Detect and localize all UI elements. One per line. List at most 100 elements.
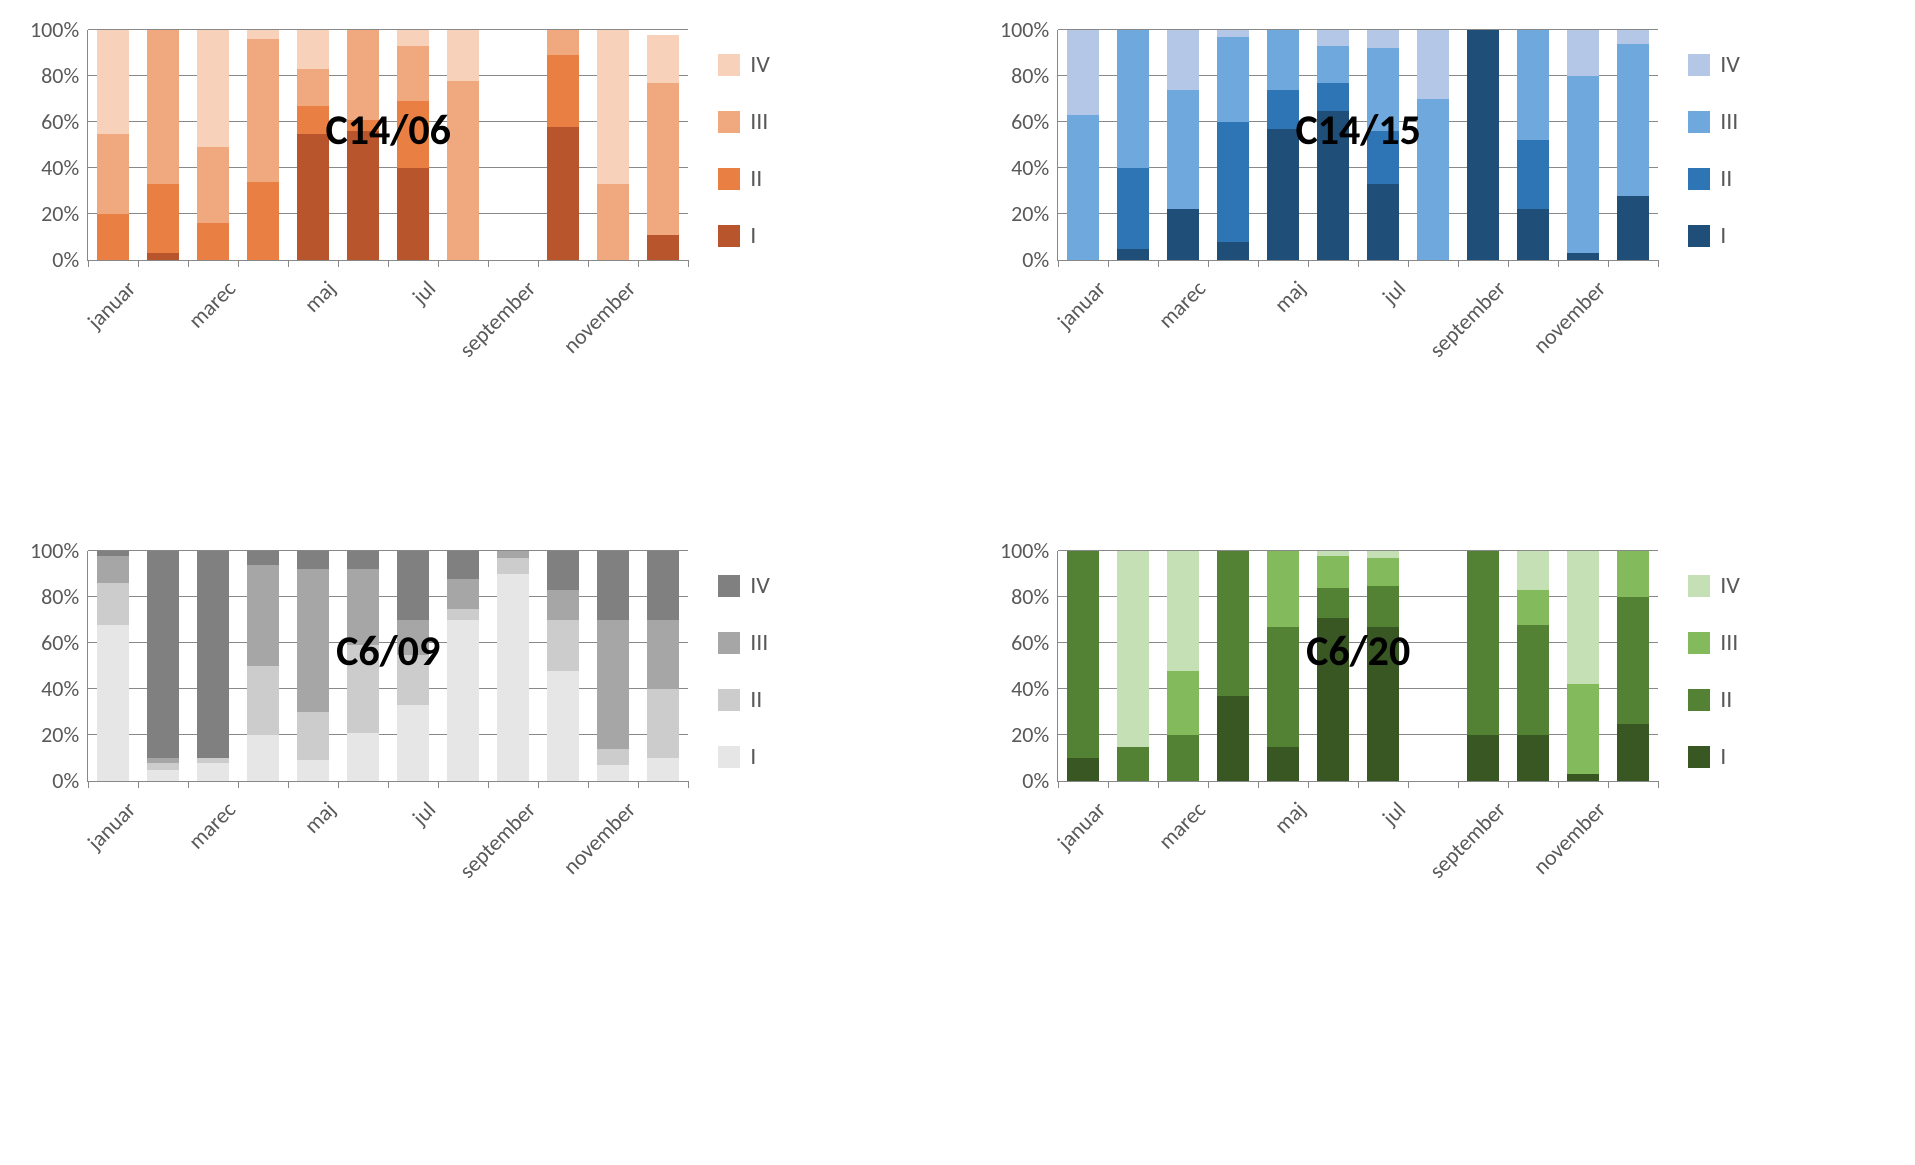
legend-label: I xyxy=(1720,221,1726,250)
x-axis: januarmarecmajjulseptembernovember xyxy=(1057,788,1657,968)
segment-IV xyxy=(1067,30,1099,115)
bar-oktober xyxy=(1517,551,1549,781)
segment-II xyxy=(447,609,479,621)
segment-III xyxy=(197,147,229,223)
segment-III xyxy=(1267,30,1299,90)
segment-IV xyxy=(97,30,129,134)
legend-label: IV xyxy=(1720,50,1740,79)
bar-februar xyxy=(1117,551,1149,781)
bar-jul xyxy=(1367,30,1399,260)
legend-swatch xyxy=(718,54,740,76)
x-tick-label: maj xyxy=(1200,796,1311,907)
segment-I xyxy=(247,735,279,781)
legend-label: II xyxy=(750,164,762,193)
bar-januar xyxy=(97,30,129,260)
x-tick-label: maj xyxy=(1200,275,1311,386)
segment-I xyxy=(547,127,579,260)
segment-I xyxy=(1267,129,1299,260)
legend-item-II: II xyxy=(718,164,770,193)
segment-I xyxy=(547,671,579,781)
segment-IV xyxy=(297,30,329,69)
legend-label: IV xyxy=(750,571,770,600)
segment-IV xyxy=(1567,551,1599,684)
y-axis: 0%20%40%60%80%100% xyxy=(1000,551,1049,781)
bar-marec xyxy=(1167,30,1199,260)
segment-I xyxy=(1367,627,1399,781)
segment-III xyxy=(247,565,279,666)
segment-II xyxy=(397,101,429,168)
segment-IV xyxy=(247,30,279,39)
segment-II xyxy=(547,620,579,671)
segment-III xyxy=(547,590,579,620)
segment-I xyxy=(447,620,479,781)
bar-marec xyxy=(197,551,229,781)
legend-label: IV xyxy=(1720,571,1740,600)
segment-IV xyxy=(247,551,279,565)
x-tick-label: jul xyxy=(1300,796,1411,907)
x-tick-label: marec xyxy=(1100,275,1211,386)
legend-swatch xyxy=(718,575,740,597)
legend-item-I: I xyxy=(718,742,770,771)
legend-swatch xyxy=(1688,689,1710,711)
segment-II xyxy=(1517,625,1549,735)
bar-december xyxy=(647,551,679,781)
bar-oktober xyxy=(1517,30,1549,260)
legend-item-II: II xyxy=(718,685,770,714)
segment-IV xyxy=(547,551,579,590)
segment-III xyxy=(1267,551,1299,627)
chart-panel-c6_20: 0%20%40%60%80%100%C6/20januarmarecmajjul… xyxy=(1000,551,1850,972)
x-tick-label: maj xyxy=(230,796,341,907)
x-tick-label: maj xyxy=(230,275,341,386)
segment-II xyxy=(347,120,379,132)
legend-swatch xyxy=(1688,575,1710,597)
legend-label: IV xyxy=(750,50,770,79)
bar-avgust xyxy=(447,551,479,781)
x-axis: januarmarecmajjulseptembernovember xyxy=(87,788,687,968)
segment-III xyxy=(1417,99,1449,260)
bar-avgust xyxy=(1417,30,1449,260)
chart-panel-c14_06: 0%20%40%60%80%100%C14/06januarmarecmajju… xyxy=(30,30,880,451)
legend: IVIIIIII xyxy=(1688,50,1740,250)
x-tick-label: marec xyxy=(1100,796,1211,907)
legend-swatch xyxy=(718,689,740,711)
legend-swatch xyxy=(718,168,740,190)
chart-panel-c14_15: 0%20%40%60%80%100%C14/15januarmarecmajju… xyxy=(1000,30,1850,451)
bar-junij xyxy=(1317,551,1349,781)
segment-IV xyxy=(1317,30,1349,46)
plot-area: C6/20 xyxy=(1057,551,1658,782)
x-tick-label: januar xyxy=(30,275,141,386)
x-tick-label: september xyxy=(1400,275,1511,386)
segment-II xyxy=(297,106,329,134)
bar-avgust xyxy=(447,30,479,260)
legend-item-IV: IV xyxy=(1688,571,1740,600)
x-tick-label: november xyxy=(530,275,641,386)
segment-III xyxy=(347,569,379,645)
legend-swatch xyxy=(718,632,740,654)
bar-september xyxy=(1467,30,1499,260)
bar-oktober xyxy=(547,30,579,260)
legend-item-III: III xyxy=(718,628,770,657)
segment-III xyxy=(1617,44,1649,196)
segment-II xyxy=(1367,131,1399,184)
segment-I xyxy=(597,765,629,781)
segment-I xyxy=(1617,196,1649,260)
segment-I xyxy=(397,705,429,781)
segment-I xyxy=(1067,758,1099,781)
bar-februar xyxy=(1117,30,1149,260)
segment-III xyxy=(397,620,429,655)
segment-II xyxy=(1067,551,1099,758)
legend-item-I: I xyxy=(718,221,770,250)
plot-area: C14/06 xyxy=(87,30,688,261)
segment-IV xyxy=(347,551,379,569)
bar-november xyxy=(1567,30,1599,260)
bar-maj xyxy=(1267,551,1299,781)
segment-III xyxy=(1317,46,1349,83)
segment-I xyxy=(97,625,129,781)
legend-swatch xyxy=(1688,746,1710,768)
legend: IVIIIIII xyxy=(1688,571,1740,771)
segment-III xyxy=(1167,90,1199,210)
segment-II xyxy=(97,583,129,624)
segment-II xyxy=(247,182,279,260)
segment-IV xyxy=(597,30,629,184)
segment-III xyxy=(1367,48,1399,131)
